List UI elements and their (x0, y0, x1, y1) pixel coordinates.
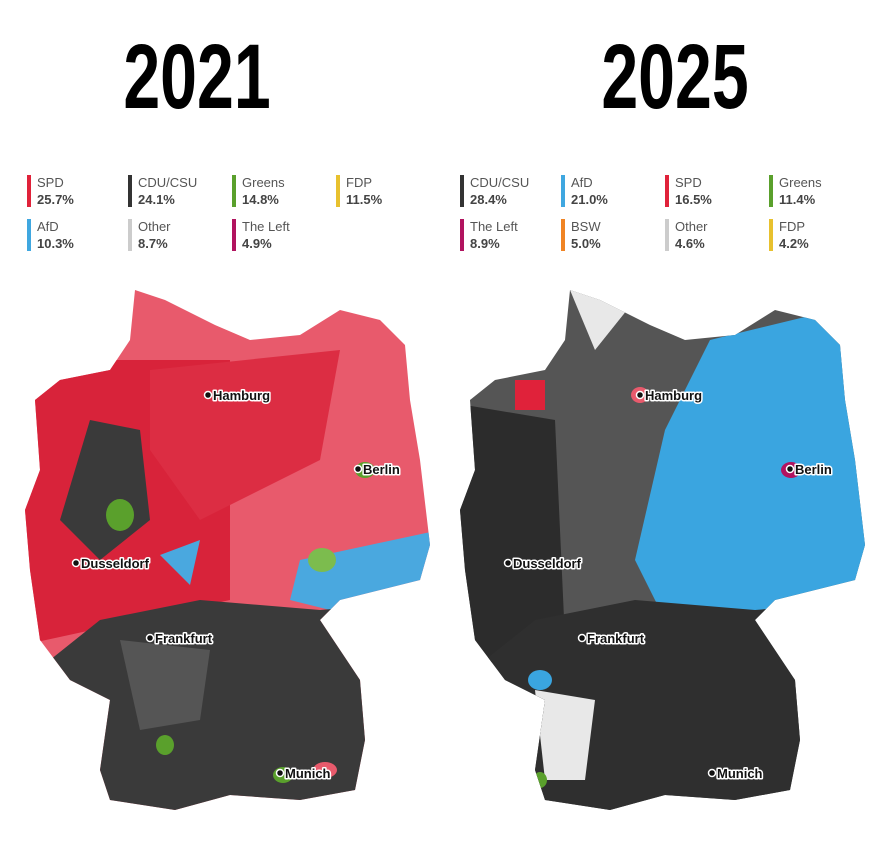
region (535, 690, 595, 780)
legend-party: BSW (571, 219, 601, 234)
legend-swatch (232, 219, 236, 251)
legend-share: 16.5% (675, 192, 712, 207)
year-title: 2025 (601, 24, 748, 127)
legend-party: The Left (242, 219, 290, 234)
legend-swatch (336, 175, 340, 207)
city-dot (577, 633, 587, 643)
city-dot (635, 390, 645, 400)
city-dot (707, 768, 717, 778)
region (528, 670, 552, 690)
legend-party: Other (675, 219, 708, 234)
city-dot (785, 464, 795, 474)
region (635, 300, 865, 620)
legend-share: 14.8% (242, 192, 279, 207)
legend-share: 25.7% (37, 192, 74, 207)
city-label: Frankfurt (587, 631, 645, 646)
region (156, 735, 174, 755)
legend-share: 4.2% (779, 236, 809, 251)
legend-swatch (460, 175, 464, 207)
city-label: Munich (717, 766, 763, 781)
region (313, 762, 337, 778)
legend-swatch (27, 219, 31, 251)
region (25, 600, 430, 810)
city-label: Berlin (363, 462, 400, 477)
city-label: Berlin (795, 462, 832, 477)
city-dot (353, 464, 363, 474)
legend-party: The Left (470, 219, 518, 234)
legend-party: FDP (779, 219, 805, 234)
city-dot (503, 558, 513, 568)
legend-swatch (665, 219, 669, 251)
legend-share: 11.5% (346, 192, 383, 207)
legend-swatch (561, 219, 565, 251)
legend-swatch (665, 175, 669, 207)
legend-share: 8.9% (470, 236, 500, 251)
legend-party: CDU/CSU (138, 175, 197, 190)
region (515, 380, 545, 410)
legend-party: Greens (779, 175, 822, 190)
city-dot (145, 633, 155, 643)
region (533, 772, 547, 788)
region (120, 640, 210, 730)
legend-party: FDP (346, 175, 372, 190)
legend-swatch (769, 219, 773, 251)
legend-swatch (460, 219, 464, 251)
legend-swatch (232, 175, 236, 207)
legend-share: 5.0% (571, 236, 601, 251)
legend-party: CDU/CSU (470, 175, 529, 190)
legend-share: 24.1% (138, 192, 175, 207)
legend-swatch (27, 175, 31, 207)
map-2021 (25, 290, 430, 810)
legend-share: 11.4% (779, 192, 816, 207)
legend-party: AfD (37, 219, 59, 234)
legend-party: AfD (571, 175, 593, 190)
region (160, 540, 200, 585)
legend-share: 10.3% (37, 236, 74, 251)
legend-party: SPD (675, 175, 702, 190)
legend-share: 4.6% (675, 236, 705, 251)
legend-swatch (561, 175, 565, 207)
city-label: Hamburg (213, 388, 270, 403)
city-dot (275, 768, 285, 778)
region (308, 548, 336, 572)
legend-swatch (769, 175, 773, 207)
legend-party: Other (138, 219, 171, 234)
city-label: Dusseldorf (513, 556, 582, 571)
year-title: 2021 (123, 24, 270, 127)
legend-share: 28.4% (470, 192, 507, 207)
legend-party: SPD (37, 175, 64, 190)
legend-swatch (128, 219, 132, 251)
legend-swatch (128, 175, 132, 207)
city-dot (203, 390, 213, 400)
region (106, 499, 134, 531)
region (150, 350, 340, 520)
city-dot (71, 558, 81, 568)
legend-share: 4.9% (242, 236, 272, 251)
map-2025 (460, 290, 865, 810)
city-label: Munich (285, 766, 331, 781)
legend-share: 8.7% (138, 236, 168, 251)
legend-share: 21.0% (571, 192, 608, 207)
city-label: Hamburg (645, 388, 702, 403)
legend-party: Greens (242, 175, 285, 190)
city-label: Frankfurt (155, 631, 213, 646)
city-label: Dusseldorf (81, 556, 150, 571)
